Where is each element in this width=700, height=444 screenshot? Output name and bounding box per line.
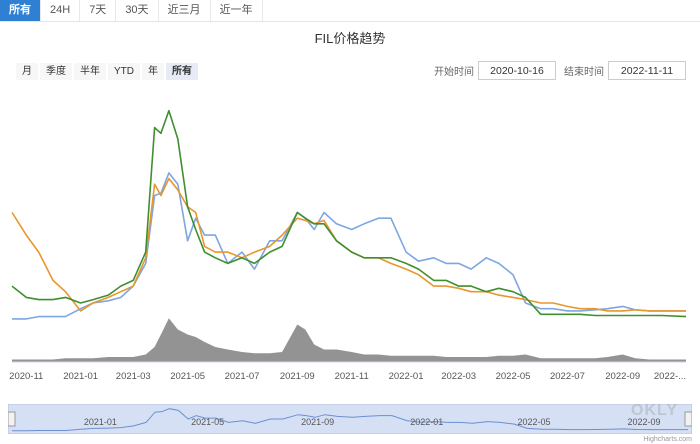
x-tick-label: 2022-01 [388, 371, 424, 382]
navigator-tick-label: 2021-05 [191, 417, 224, 427]
x-tick-label: 2022-03 [441, 371, 477, 382]
range-button-4[interactable]: 年 [142, 63, 164, 80]
start-date-input[interactable] [478, 61, 556, 80]
x-tick-label: 2022-07 [549, 371, 585, 382]
x-tick-label: 2021-05 [170, 371, 206, 382]
range-button-3[interactable]: YTD [108, 63, 140, 80]
range-button-1[interactable]: 季度 [40, 63, 72, 80]
navigator-tick-label: 2022-05 [518, 417, 551, 427]
navigator-tick-label: 2021-01 [84, 417, 117, 427]
price-series-1[interactable] [11, 177, 686, 312]
volume-area [12, 318, 686, 362]
x-tick-label: 2020-11 [9, 371, 44, 382]
navigator-tick-label: 2021-09 [301, 417, 334, 427]
tab-1[interactable]: 24H [41, 0, 81, 21]
range-button-5[interactable]: 所有 [166, 63, 198, 80]
range-button-2[interactable]: 半年 [74, 63, 106, 80]
chart-title: FIL价格趋势 [314, 31, 386, 46]
tab-2[interactable]: 7天 [80, 0, 117, 21]
end-date-label: 结束时间 [564, 67, 604, 78]
range-button-0[interactable]: 月 [16, 63, 38, 80]
x-tick-label: 2021-07 [224, 371, 260, 382]
start-date-label: 开始时间 [434, 67, 474, 78]
tab-0[interactable]: 所有 [0, 0, 41, 21]
navigator[interactable]: 2021-01 2021-05 2021-09 2022-01 2022-05 2022-… [8, 404, 692, 434]
credits-link[interactable]: Highcharts.com [643, 436, 692, 443]
period-tabbar: 所有 24H 7天 30天 近三月 近一年 [0, 0, 700, 22]
navigator-handle-left[interactable] [8, 411, 16, 427]
end-date-input[interactable] [608, 61, 686, 80]
price-series-0[interactable] [12, 172, 686, 320]
x-tick-label: 2021-01 [63, 371, 99, 382]
x-tick-label: 2022-... [653, 371, 687, 382]
navigator-tick-label: 2022-09 [628, 417, 661, 427]
date-range-picker: 开始时间 结束时间 [426, 61, 686, 80]
navigator-handle-right[interactable] [684, 411, 692, 427]
x-tick-label: 2021-03 [115, 371, 151, 382]
navigator-mask[interactable] [8, 404, 692, 434]
x-axis: 2020-11 2021-01 2021-03 2021-05 2021-07 2021-… [0, 371, 700, 385]
navigator-series [12, 408, 688, 432]
range-selector: 月季度 半年 YTD 年所有 [16, 63, 198, 80]
navigator-tick-label: 2022-01 [410, 417, 443, 427]
tab-4[interactable]: 近三月 [159, 0, 211, 21]
x-tick-label: 2021-11 [334, 371, 369, 382]
price-series-2[interactable] [11, 109, 687, 318]
tab-5[interactable]: 近一年 [211, 0, 263, 21]
tab-3[interactable]: 30天 [116, 0, 159, 21]
x-tick-label: 2022-05 [495, 371, 531, 382]
x-tick-label: 2022-09 [605, 371, 641, 382]
watermark: OKLY [631, 402, 678, 419]
price-chart[interactable] [0, 90, 700, 370]
x-tick-label: 2021-09 [279, 371, 315, 382]
